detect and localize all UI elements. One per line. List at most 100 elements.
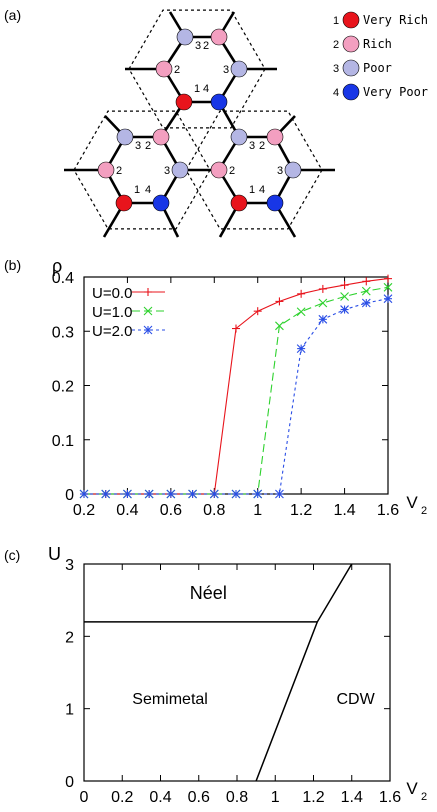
legend-number-1: 2 <box>333 39 339 51</box>
legend-dot-3 <box>342 83 360 101</box>
data-point-2-2-stroke <box>123 489 132 499</box>
data-point-0-7 <box>232 324 240 333</box>
data-point-2-3-stroke <box>144 489 154 499</box>
site-1-2 <box>97 161 115 179</box>
legend-marker-b-2 <box>143 325 153 335</box>
data-point-2-0 <box>79 489 89 499</box>
x-tick-label-b-4: 1 <box>253 502 262 519</box>
site-0-0 <box>176 28 194 46</box>
x-axis-label-sub-b: 2 <box>421 505 427 517</box>
site-number-0-3: 3 <box>223 64 229 76</box>
honeycomb-lattice: 3 22 31 43 22 31 43 22 31 4 <box>64 9 335 238</box>
site-number-1-1: 2 <box>145 140 151 152</box>
legend-label-2: Poor <box>363 61 392 75</box>
y-tick-label-b-3: 0.3 <box>52 324 74 341</box>
data-point-2-10-stroke <box>296 344 306 353</box>
data-point-2-0-stroke <box>79 489 89 499</box>
site-legend: 1 Very Rich 2 Rich 3 Poor 4 Very Poor <box>333 11 428 101</box>
site-number-1-2: 2 <box>116 165 122 177</box>
data-point-2-7-stroke <box>231 489 241 499</box>
legend-dot-2 <box>342 59 360 77</box>
y-tick-label-b-0: 0 <box>65 487 74 504</box>
x-tick-label-b-6: 1.4 <box>333 502 355 519</box>
data-point-2-5 <box>188 489 197 499</box>
site-0-2 <box>155 60 173 78</box>
site-0-4 <box>175 93 193 111</box>
data-point-2-1 <box>101 489 111 499</box>
y-tick-label-b-4: 0.4 <box>52 270 74 287</box>
x-tick-label-c-0: 0 <box>80 789 89 806</box>
site-0-1 <box>210 28 228 46</box>
data-point-2-14-stroke <box>383 294 393 304</box>
site-1-3 <box>171 161 189 179</box>
region-label-2: CDW <box>336 691 375 708</box>
site-2-0 <box>230 128 248 146</box>
legend-marker-b-2-stroke <box>143 325 153 335</box>
x-tick-label-b-1: 0.4 <box>116 502 138 519</box>
site-number-2-3: 3 <box>277 165 283 177</box>
x-tick-label-b-5: 1.2 <box>290 502 312 519</box>
x-tick-label-c-3: 0.6 <box>188 789 210 806</box>
site-number-0-2: 2 <box>174 64 180 76</box>
data-point-2-7 <box>231 489 241 499</box>
x-tick-label-b-3: 0.8 <box>203 502 225 519</box>
site-1-1 <box>152 128 170 146</box>
y-tick-label-c-0: 0 <box>65 774 74 791</box>
data-point-1-12 <box>340 292 349 301</box>
x-tick-label-c-5: 1 <box>271 789 280 806</box>
data-point-0-10 <box>297 289 306 298</box>
site-number-2-0: 3 <box>249 140 255 152</box>
data-point-2-2 <box>123 489 132 499</box>
legend-marker-b-1 <box>143 306 153 316</box>
data-point-2-4 <box>166 489 176 499</box>
chart-b-ylabel: ρ <box>52 256 62 276</box>
data-point-1-11 <box>318 298 328 308</box>
site-1-0 <box>116 128 134 146</box>
data-point-1-11-stroke <box>318 298 328 308</box>
x-axis-label-sub-c: 2 <box>421 791 427 803</box>
data-point-2-10 <box>296 344 306 353</box>
x-tick-label-c-8: 1.6 <box>379 789 401 806</box>
legend-label-0: Very Rich <box>363 13 428 27</box>
data-point-2-6 <box>209 489 219 499</box>
data-point-1-13 <box>361 286 371 296</box>
data-point-2-12-stroke <box>340 305 349 314</box>
site-number-1-0: 3 <box>135 140 141 152</box>
site-number-2-4: 1 <box>249 184 255 196</box>
data-point-1-14-stroke <box>383 282 393 292</box>
data-point-2-13-stroke <box>361 298 371 308</box>
legend-dot-1 <box>342 35 360 53</box>
x-tick-label-b-2: 0.6 <box>160 502 182 519</box>
region-label-0: Néel <box>190 583 227 603</box>
phase-boundary-1 <box>255 563 353 782</box>
data-point-2-11 <box>318 314 328 324</box>
x-tick-label-b-0: 0.2 <box>73 502 95 519</box>
site-2-2 <box>210 161 228 179</box>
data-point-0-12 <box>340 281 349 290</box>
data-point-1-14 <box>383 282 393 292</box>
x-tick-label-c-6: 1.2 <box>302 789 324 806</box>
legend-marker-b-0 <box>144 288 152 296</box>
site-number-0-1: 2 <box>203 40 209 52</box>
data-point-2-11-stroke <box>318 314 328 324</box>
chart-c-ylabel: U <box>48 544 61 564</box>
data-point-2-6-stroke <box>209 489 219 499</box>
data-point-1-13-stroke <box>361 286 371 296</box>
data-point-2-8-stroke <box>253 489 263 499</box>
legend-number-3: 4 <box>333 87 339 99</box>
legend-number-0: 1 <box>333 15 339 27</box>
x-axis-label-b: V <box>406 493 418 512</box>
site-2-5 <box>266 194 284 212</box>
site-number-2-1: 2 <box>259 140 265 152</box>
site-2-3 <box>284 161 302 179</box>
site-number-1-5: 4 <box>145 184 151 196</box>
panel-a-label: (a) <box>4 7 21 23</box>
site-number-2-2: 2 <box>229 165 235 177</box>
site-number-1-4: 1 <box>134 184 140 196</box>
y-tick-label-b-2: 0.2 <box>52 379 74 396</box>
site-number-0-0: 3 <box>195 40 201 52</box>
site-0-3 <box>230 60 248 78</box>
site-number-1-3: 3 <box>164 165 170 177</box>
